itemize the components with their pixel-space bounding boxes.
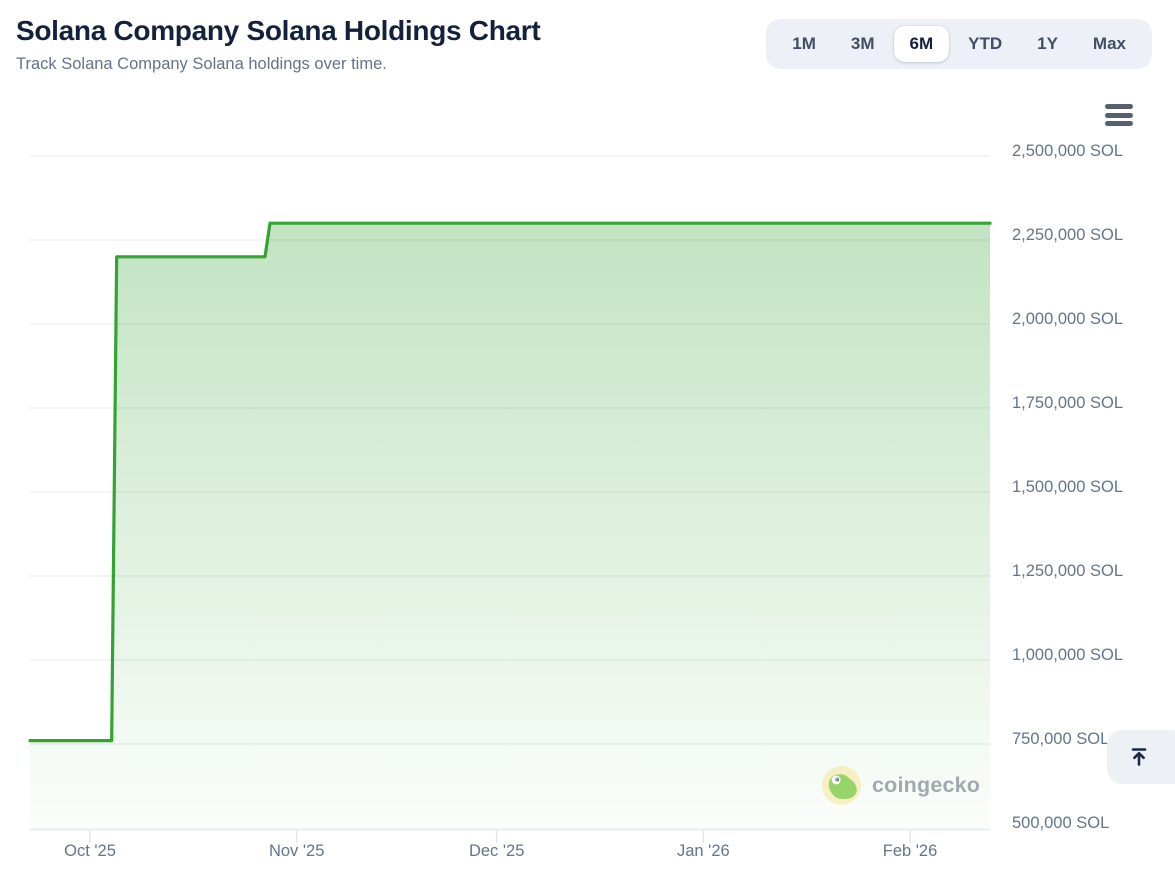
coingecko-wordmark: coingecko: [872, 773, 981, 797]
coingecko-gecko-icon: [822, 766, 861, 805]
y-axis-label: 2,000,000 SOL: [1012, 310, 1124, 328]
y-axis-label: 2,500,000 SOL: [1012, 142, 1124, 160]
range-button-1m[interactable]: 1M: [776, 26, 832, 62]
holdings-area-fill: [30, 223, 990, 830]
y-axis-label: 2,250,000 SOL: [1012, 226, 1124, 244]
scroll-to-top-button[interactable]: [1107, 730, 1175, 784]
range-button-max[interactable]: Max: [1077, 26, 1142, 62]
x-axis-label: Jan '26: [676, 842, 730, 860]
range-button-3m[interactable]: 3M: [835, 26, 891, 62]
y-axis-label: 750,000 SOL: [1012, 730, 1110, 748]
page-subtitle: Track Solana Company Solana holdings ove…: [16, 55, 387, 73]
x-axis-label: Feb '26: [882, 842, 938, 860]
x-axis-label: Oct '25: [64, 842, 116, 860]
arrow-up-to-line-icon: [1131, 748, 1147, 766]
range-button-6m[interactable]: 6M: [893, 26, 950, 62]
chart-context-menu-button[interactable]: [1103, 101, 1135, 129]
time-range-selector: 1M 3M 6M YTD 1Y Max: [766, 19, 1152, 69]
holdings-step-line: [28, 221, 992, 743]
y-axis-label: 1,250,000 SOL: [1012, 562, 1124, 580]
x-axis-label: Dec '25: [468, 842, 525, 860]
y-axis-label: 1,000,000 SOL: [1012, 646, 1124, 664]
hamburger-menu-icon: [1105, 104, 1133, 109]
y-axis-label: 1,500,000 SOL: [1012, 478, 1124, 496]
y-axis-label: 500,000 SOL: [1012, 814, 1110, 832]
x-axis-label: Nov '25: [268, 842, 325, 860]
coingecko-watermark: coingecko: [822, 766, 980, 805]
range-button-ytd[interactable]: YTD: [952, 26, 1018, 62]
range-button-1y[interactable]: 1Y: [1021, 26, 1074, 62]
y-axis-label: 1,750,000 SOL: [1012, 394, 1124, 412]
page-title: Solana Company Solana Holdings Chart: [16, 15, 541, 46]
